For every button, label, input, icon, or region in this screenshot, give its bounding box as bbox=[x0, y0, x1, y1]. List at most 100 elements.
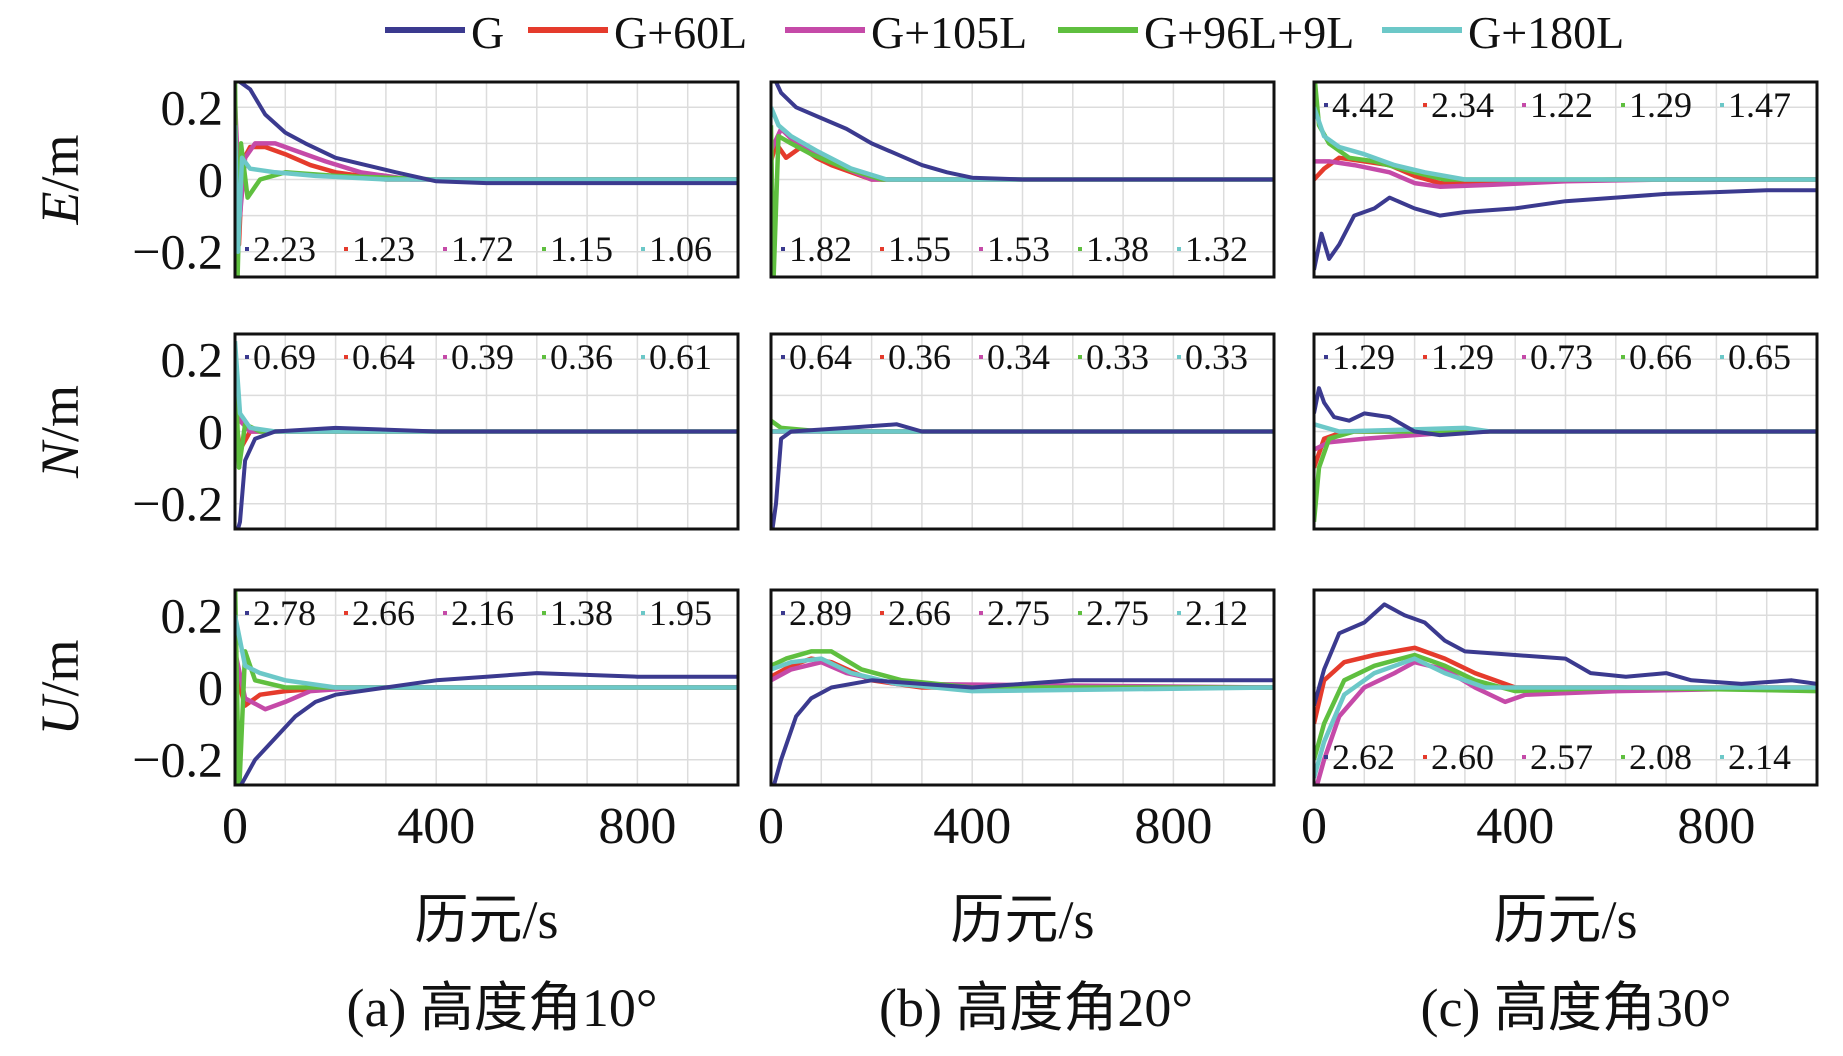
x-axis-label-1: 历元/s bbox=[950, 890, 1094, 950]
annotation-marker bbox=[443, 611, 447, 615]
annotation-value: 1.38 bbox=[1086, 229, 1149, 269]
x-axis-label-0: 历元/s bbox=[414, 890, 558, 950]
series-group bbox=[1314, 602, 1817, 785]
caption-a: (a) 高度角10° bbox=[346, 978, 658, 1038]
annotation-marker bbox=[880, 611, 884, 615]
rms-annotations: 2.89 2.66 2.75 2.75 2.12 bbox=[781, 593, 1248, 633]
legend-label-2: G+105L bbox=[871, 7, 1027, 58]
annotation-marker bbox=[781, 355, 785, 359]
annotation-marker bbox=[1522, 755, 1526, 759]
legend: G G+60L G+105L G+96L+9L G+180L bbox=[385, 7, 1624, 58]
annotation-value: 0.64 bbox=[352, 337, 415, 377]
series-line-G bbox=[771, 678, 1274, 785]
annotation-value: 2.16 bbox=[451, 593, 514, 633]
series-line-G bbox=[1314, 386, 1817, 438]
panel-N-1: 0.64 0.36 0.34 0.33 0.33 bbox=[769, 332, 1276, 531]
y-axis-label-symbol: N bbox=[30, 439, 90, 479]
annotation-marker bbox=[880, 247, 884, 251]
series-group bbox=[771, 82, 1274, 277]
x-tick-label: 0 bbox=[758, 798, 784, 855]
legend-label-0: G bbox=[471, 7, 504, 58]
annotation-value: 0.61 bbox=[649, 337, 712, 377]
y-axis-label-symbol: U bbox=[30, 694, 90, 736]
y-axis-label-symbol: E bbox=[30, 192, 90, 226]
annotation-marker bbox=[1423, 755, 1427, 759]
plot-frame bbox=[769, 332, 1276, 531]
annotation-marker bbox=[979, 355, 983, 359]
y-tick-label: −0.2 bbox=[132, 476, 223, 532]
plot-frame bbox=[1312, 332, 1819, 531]
annotation-value: 1.53 bbox=[987, 229, 1050, 269]
series-line-G bbox=[238, 671, 738, 785]
annotation-marker bbox=[1522, 103, 1526, 107]
x-tick-label: 0 bbox=[222, 798, 248, 855]
annotation-value: 1.72 bbox=[451, 229, 514, 269]
annotation-value: 1.47 bbox=[1728, 85, 1791, 125]
series-line-G bbox=[773, 82, 1274, 182]
plot-frame bbox=[1312, 80, 1819, 279]
annotation-marker bbox=[1423, 355, 1427, 359]
y-tick-label: −0.2 bbox=[132, 224, 223, 280]
panel-U-0: 2.78 2.66 2.16 1.38 1.95 0.2 0 −0.2 0 400 800 bbox=[132, 587, 740, 855]
annotation-value: 2.62 bbox=[1332, 737, 1395, 777]
annotation-marker bbox=[245, 247, 249, 251]
annotation-marker bbox=[542, 355, 546, 359]
series-line-G+180L bbox=[235, 614, 738, 690]
rms-annotations: 2.62 2.60 2.57 2.08 2.14 bbox=[1324, 737, 1791, 777]
annotation-value: 0.34 bbox=[987, 337, 1050, 377]
plot-frame bbox=[1312, 588, 1819, 787]
x-tick-label: 400 bbox=[397, 798, 475, 855]
annotation-value: 2.89 bbox=[789, 593, 852, 633]
x-tick-label: 800 bbox=[1677, 798, 1755, 855]
rms-annotations: 0.69 0.64 0.39 0.36 0.61 bbox=[245, 337, 712, 377]
annotation-marker bbox=[1621, 103, 1625, 107]
annotation-marker bbox=[979, 611, 983, 615]
y-tick-label: 0.2 bbox=[161, 79, 224, 135]
y-tick-label: 0.2 bbox=[161, 331, 224, 387]
annotation-value: 1.95 bbox=[649, 593, 712, 633]
annotation-marker bbox=[344, 355, 348, 359]
annotation-marker bbox=[542, 611, 546, 615]
y-axis-label-unit: /m bbox=[30, 639, 90, 696]
annotation-marker bbox=[641, 611, 645, 615]
x-tick-label: 800 bbox=[1134, 798, 1212, 855]
y-axis-label-unit: /m bbox=[30, 385, 90, 442]
series-group bbox=[1314, 386, 1817, 523]
plot-frame bbox=[233, 588, 740, 787]
panel-E-1: 1.82 1.55 1.53 1.38 1.32 bbox=[769, 80, 1276, 279]
series-line-G bbox=[235, 425, 738, 529]
caption-b: (b) 高度角20° bbox=[878, 978, 1194, 1038]
annotation-value: 0.36 bbox=[888, 337, 951, 377]
series-line-G+180L bbox=[1314, 656, 1817, 779]
annotation-marker bbox=[979, 247, 983, 251]
annotation-value: 2.66 bbox=[352, 593, 415, 633]
y-tick-label: 0.2 bbox=[161, 587, 224, 643]
plot-frame bbox=[769, 80, 1276, 279]
series-line-G+180L bbox=[771, 656, 1274, 694]
panel-U-2: 2.62 2.60 2.57 2.08 2.14 0 400 800 bbox=[1301, 588, 1819, 855]
annotation-marker bbox=[1423, 103, 1427, 107]
y-tick-label: 0 bbox=[198, 404, 223, 460]
annotation-marker bbox=[1720, 103, 1724, 107]
x-tick-label: 400 bbox=[933, 798, 1011, 855]
annotation-value: 1.22 bbox=[1530, 85, 1593, 125]
panel-E-2: 4.42 2.34 1.22 1.29 1.47 bbox=[1312, 80, 1819, 279]
annotation-marker bbox=[1621, 355, 1625, 359]
column-labels: 历元/s 历元/s 历元/s bbox=[414, 890, 1637, 950]
series-group bbox=[235, 82, 738, 277]
row-labels: E/mN/mU/m bbox=[30, 134, 90, 735]
annotation-marker bbox=[1177, 611, 1181, 615]
annotation-marker bbox=[1177, 247, 1181, 251]
series-group bbox=[771, 418, 1274, 529]
annotation-value: 0.36 bbox=[550, 337, 613, 377]
panel-E-0: 2.23 1.23 1.72 1.15 1.06 0.2 0 −0.2 bbox=[132, 79, 740, 280]
annotation-marker bbox=[1720, 755, 1724, 759]
series-group bbox=[235, 341, 738, 529]
y-axis-label-unit: /m bbox=[30, 134, 90, 191]
annotation-marker bbox=[641, 247, 645, 251]
annotation-value: 1.15 bbox=[550, 229, 613, 269]
series-line-G bbox=[237, 82, 738, 186]
plot-frame bbox=[233, 332, 740, 531]
annotation-value: 2.08 bbox=[1629, 737, 1692, 777]
